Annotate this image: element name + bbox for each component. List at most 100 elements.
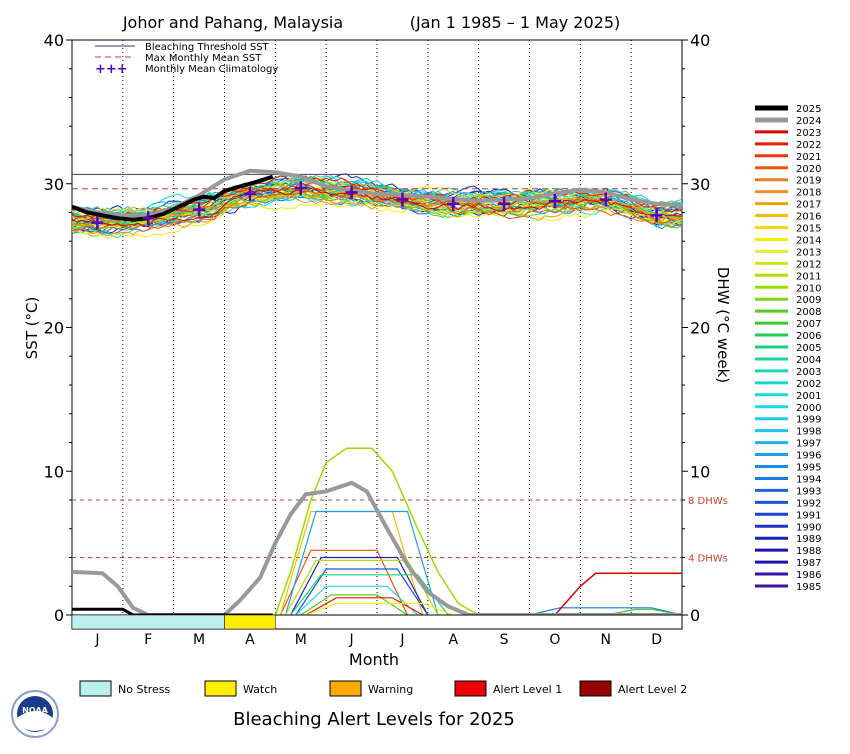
legend-mmm-label: Max Monthly Mean SST [145,53,262,64]
y-tick-label-right: 30 [690,175,710,194]
alert-legend-label: Warning [368,683,413,696]
dhw-line-2007 [605,608,683,616]
year-legend-label: 1987 [796,558,821,569]
year-legend-label: 1993 [796,486,821,497]
month-label: A [245,632,255,648]
year-legend-label: 2007 [796,319,821,330]
month-label: F [144,632,152,648]
year-legend-label: 1985 [796,582,821,593]
alert-legend-swatch [329,680,362,697]
y-tick-label-left: 40 [44,31,64,50]
dhw-line-2022 [305,597,424,616]
alert-bar-segment [224,614,276,630]
year-legend-label: 1995 [796,463,821,474]
dhw-line-2024 [71,480,682,617]
alert-legend-label: Watch [243,683,277,696]
year-legend-label: 2015 [796,224,821,235]
year-legend-label: 1991 [796,510,821,521]
year-legend-label: 2014 [796,235,821,246]
climatology-cross [447,196,460,211]
dhw-line-1992 [295,568,429,616]
alert-legend-swatch [454,680,487,697]
year-legend-label: 2004 [796,355,821,366]
month-label: J [94,632,99,648]
climatology-cross [650,208,663,223]
year-legend-label: 2018 [796,188,821,199]
y-axis-label-left: SST (°C) [23,297,41,360]
climatology-cross [294,181,307,196]
year-legend-label: 1999 [796,415,821,426]
y-tick-label-left: 0 [54,606,64,625]
legend-climatology-label: Monthly Mean Climatology [145,64,278,75]
year-legend-label: 2000 [796,403,821,414]
month-label: N [601,632,611,648]
legend-threshold-label: Bleaching Threshold SST [145,42,270,53]
year-legend-label: 2006 [796,331,821,342]
x-axis-label: Month [349,650,399,669]
year-legend-label: 2002 [796,379,821,390]
year-legend-label: 2022 [796,140,821,151]
dhw-line-2000 [295,585,419,616]
dhw-line-1989 [290,556,429,616]
year-legend-label: 2016 [796,212,821,223]
top-legend: Bleaching Threshold SST Max Monthly Mean… [95,42,278,77]
year-legend-label: 2011 [796,271,821,282]
dhw-reference-label: 8 DHWs [688,496,728,507]
dhw-line-2008 [300,594,408,616]
alert-legend: No Stress Watch Warning Alert Level 1 Alert … [79,680,687,697]
month-label: M [193,632,205,648]
climatology-cross [396,192,409,207]
month-label: S [500,632,509,648]
sst-line-2017 [71,184,683,227]
climatology-cross [599,192,612,207]
year-legend-label: 1989 [796,534,821,545]
year-legend-label: 1990 [796,522,821,533]
plot-area: 0 0 10 10 20 20 30 30 40 40 J F M A M J J A S O N D 8 DHWs 4 DH… [44,31,728,648]
month-label: J [399,632,404,648]
year-legend-label: 1996 [796,451,821,462]
alert-legend-swatch [579,680,612,697]
year-legend-label: 2012 [796,259,821,270]
year-legend-label: 1986 [796,570,821,581]
month-label: M [295,632,307,648]
climatology-cross [142,211,155,226]
y-tick-label-right: 40 [690,31,710,50]
dhw-line-1996 [284,510,439,616]
year-legend-label: 2013 [796,247,821,258]
year-legend-label: 1994 [796,474,821,485]
sst-line-2023 [71,186,683,228]
year-legend-label: 2025 [796,104,821,115]
sst-line-2019 [71,187,683,226]
year-legend: 2025202420232022202120202019201820172016… [755,104,821,593]
chart-title: Johor and Pahang, Malaysia [122,13,343,32]
alert-legend-swatch [79,680,112,697]
legend-climatology-swatch: +++ [95,62,128,77]
alert-legend-label: Alert Level 2 [618,683,687,696]
climatology-cross [193,202,206,217]
year-legend-label: 2017 [796,200,821,211]
sst-line-2025 [71,174,274,222]
dhw-line-1994 [529,607,683,616]
noaa-logo-text: NOAA [22,706,48,715]
year-legend-label: 1997 [796,439,821,450]
year-legend-label: 2020 [796,164,821,175]
climatology-cross [548,194,561,208]
year-legend-label: 2005 [796,343,821,354]
year-legend-label: 2019 [796,176,821,187]
climatology-cross [243,186,256,201]
sst-line-2014 [71,198,683,239]
y-tick-label-right: 20 [690,319,710,338]
month-label: D [651,632,662,648]
dhw-reference-label: 4 DHWs [688,554,728,565]
month-label: O [549,632,560,648]
year-legend-label: 2008 [796,307,821,318]
year-legend-label: 2021 [796,152,821,163]
dhw-line-2014 [305,602,454,616]
dhw-line-2010 [274,447,480,616]
sst-line-2011 [71,191,683,228]
year-legend-label: 2009 [796,295,821,306]
date-range: (Jan 1 1985 – 1 May 2025) [410,13,621,32]
climatology-cross [91,215,104,230]
year-legend-label: 2001 [796,391,821,402]
sst-line-2020 [71,189,683,231]
